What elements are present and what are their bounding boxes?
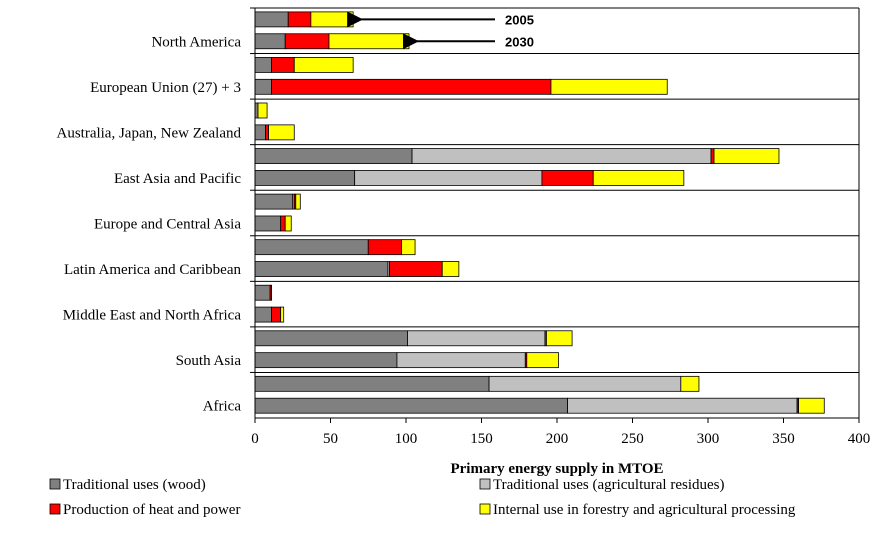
bar-segment: [254, 148, 413, 164]
bar-segment: [541, 170, 594, 186]
bar-segment: [265, 124, 269, 141]
category-labels: North America European Union (27) + 3 Aust…: [56, 7, 255, 415]
x-tick-label: 200: [546, 431, 569, 447]
year-annotations: 2005 2030: [347, 11, 534, 50]
bar-segment: [271, 306, 282, 323]
x-tick-label: 150: [470, 431, 493, 447]
x-tick-label: 250: [621, 431, 644, 447]
bar-segment: [388, 261, 443, 277]
x-axis-title: Primary energy supply in MTOE: [450, 461, 663, 477]
bar-segment: [257, 102, 268, 119]
bar-segment: [254, 284, 271, 301]
annotation-label: 2030: [505, 34, 534, 49]
bar-segment: [411, 148, 712, 164]
bar-segment: [287, 11, 312, 28]
x-tick-label: 0: [251, 431, 259, 447]
category-label: Latin America and Caribbean: [64, 262, 242, 278]
bar-segment: [293, 57, 354, 73]
category-label: European Union (27) + 3: [90, 80, 241, 96]
bar-segment: [254, 239, 369, 256]
bars: [254, 11, 825, 414]
bar-segment: [401, 239, 416, 256]
bar-segment: [254, 375, 490, 392]
bar-segment: [798, 397, 825, 414]
bar-segment: [254, 215, 282, 232]
bar-segment: [354, 170, 543, 186]
bar-segment: [713, 148, 780, 164]
x-tick-label: 400: [848, 431, 871, 447]
bar-segment: [367, 239, 402, 256]
bar-segment: [254, 352, 398, 369]
bar-segment: [271, 57, 295, 73]
x-tick-label: 300: [697, 431, 720, 447]
bar-segment: [295, 193, 301, 210]
bar-segment: [254, 330, 408, 347]
legend-label: Production of heat and power: [63, 502, 240, 518]
category-label: Australia, Japan, New Zealand: [56, 125, 241, 141]
bar-segment: [407, 330, 546, 347]
x-tick-label: 100: [395, 431, 418, 447]
category-label: Middle East and North Africa: [63, 308, 242, 324]
category-label: North America: [151, 34, 241, 50]
x-tick-label: 350: [772, 431, 795, 447]
legend-label: Traditional uses (wood): [63, 477, 206, 493]
bar-segment: [592, 170, 685, 186]
bar-segment: [254, 124, 266, 141]
legend-swatch: [49, 478, 61, 490]
legend-label: Internal use in forestry and agricultura…: [493, 502, 796, 518]
bar-segment: [280, 215, 286, 232]
bar-segment: [284, 33, 330, 50]
legend: Traditional uses (wood) Traditional uses …: [49, 477, 796, 518]
bar-segment: [269, 284, 273, 301]
bar-segment: [550, 78, 668, 95]
bar-segment: [310, 11, 354, 28]
bar-segment: [254, 193, 294, 210]
bar-segment: [488, 375, 682, 392]
bar-segment: [254, 11, 289, 28]
bar-segment: [254, 170, 356, 186]
bar-segment: [271, 78, 552, 95]
grid-lines: [255, 7, 860, 418]
bar-segment: [546, 330, 573, 347]
annotation-label: 2005: [505, 12, 534, 27]
bar-segment: [680, 375, 700, 392]
bar-segment: [328, 33, 410, 50]
x-tick-label: 50: [323, 431, 338, 447]
bar-segment: [396, 352, 526, 369]
legend-swatch: [479, 503, 491, 515]
bar-segment: [280, 306, 285, 323]
bar-segment: [710, 148, 715, 164]
legend-swatch: [479, 478, 491, 490]
bar-segment: [526, 352, 559, 369]
bar-segment: [254, 261, 389, 277]
legend-label: Traditional uses (agricultural residues): [493, 477, 724, 493]
bar-segment: [254, 33, 286, 50]
bar-segment: [254, 397, 568, 414]
x-tick-labels: 0 50 100 150 200 250 300 350 400: [251, 418, 870, 447]
bar-segment: [254, 306, 273, 323]
legend-swatch: [49, 503, 61, 515]
bar-segment: [441, 261, 460, 277]
bar-segment: [254, 57, 273, 73]
bar-segment: [268, 124, 295, 141]
category-label: Africa: [203, 399, 242, 415]
bar-segment: [567, 397, 798, 414]
category-label: South Asia: [176, 353, 242, 369]
bar-segment: [284, 215, 292, 232]
category-label: Europe and Central Asia: [94, 216, 241, 232]
category-label: East Asia and Pacific: [114, 171, 241, 187]
bar-segment: [254, 78, 273, 95]
